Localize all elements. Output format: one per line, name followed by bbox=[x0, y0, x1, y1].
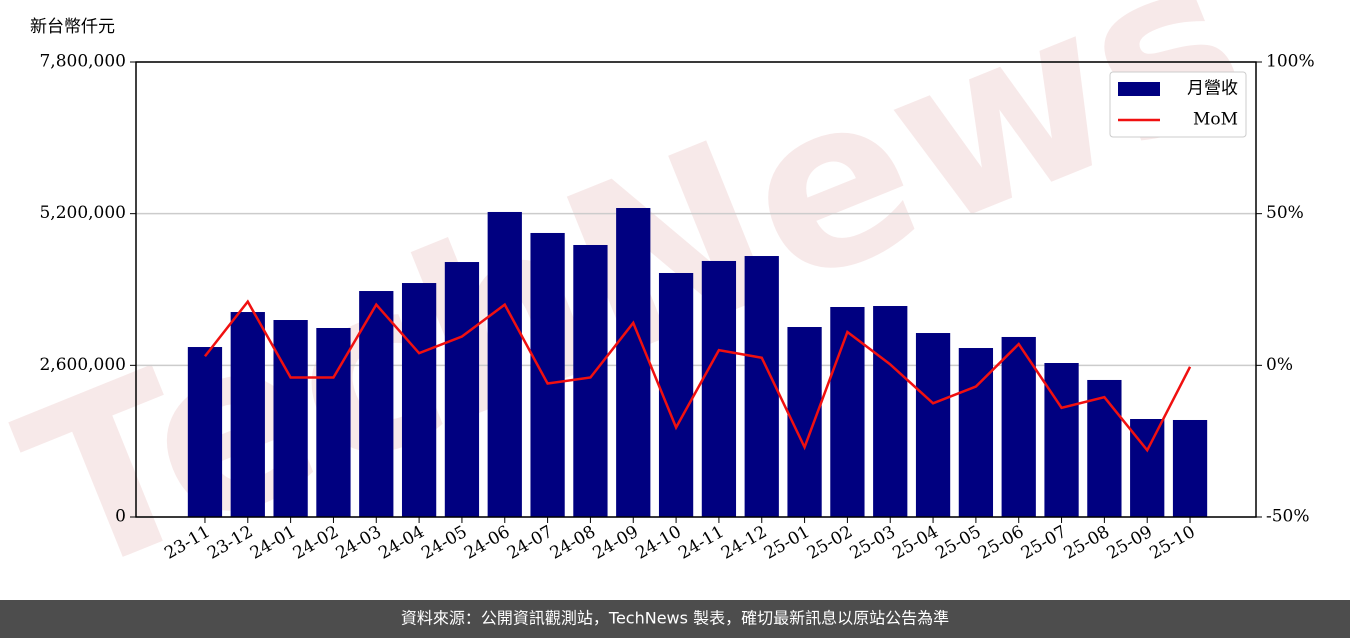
y-tick-label: 7,800,000 bbox=[39, 52, 126, 72]
x-tick-label: 25-08 bbox=[1061, 522, 1113, 564]
x-tick-label: 25-06 bbox=[975, 522, 1027, 564]
x-tick-label: 24-11 bbox=[675, 522, 727, 564]
x-tick-label: 25-04 bbox=[889, 522, 941, 564]
y2-tick-label: 100% bbox=[1266, 52, 1315, 72]
x-tick-label: 25-02 bbox=[804, 522, 856, 564]
x-tick-label: 24-05 bbox=[418, 522, 470, 564]
x-tick-label: 24-08 bbox=[547, 522, 599, 564]
x-tick-label: 24-10 bbox=[632, 522, 684, 564]
bar bbox=[273, 320, 308, 517]
bar bbox=[1172, 419, 1208, 517]
bar bbox=[616, 208, 651, 517]
bar bbox=[1087, 379, 1122, 517]
y2-tick-label: -50% bbox=[1266, 507, 1310, 527]
bar bbox=[530, 232, 565, 517]
y2-tick-label: 50% bbox=[1266, 203, 1304, 223]
y-axis-label: 新台幣仟元 bbox=[30, 17, 115, 37]
footer-text: 資料來源：公開資訊觀測站，TechNews 製表，確切最新訊息以原站公告為準 bbox=[401, 609, 949, 628]
y2-tick-label: 0% bbox=[1266, 355, 1293, 375]
x-tick-label: 24-07 bbox=[504, 522, 556, 564]
x-tick-label: 24-04 bbox=[375, 522, 427, 564]
bar bbox=[830, 307, 865, 517]
bar bbox=[1044, 363, 1079, 517]
plot-frame bbox=[135, 61, 1257, 518]
bar bbox=[658, 272, 694, 517]
bar bbox=[1001, 336, 1036, 517]
x-tick-label: 25-10 bbox=[1146, 522, 1198, 564]
bar bbox=[187, 347, 223, 517]
legend-label: 月營收 bbox=[1187, 79, 1238, 99]
y-tick-label: 2,600,000 bbox=[39, 355, 126, 375]
x-tick-label: 25-03 bbox=[847, 522, 899, 564]
x-tick-label: 25-05 bbox=[932, 522, 984, 564]
x-tick-label: 24-09 bbox=[590, 522, 642, 564]
bar bbox=[573, 244, 608, 517]
bar bbox=[401, 283, 437, 517]
x-tick-label: 25-09 bbox=[1104, 522, 1156, 564]
line bbox=[203, 299, 1192, 453]
bar bbox=[744, 256, 779, 517]
legend-swatch bbox=[1118, 82, 1160, 96]
y-tick-label: 5,200,000 bbox=[39, 203, 126, 223]
x-tick-label: 24-12 bbox=[718, 522, 770, 564]
bar bbox=[444, 262, 480, 517]
bar bbox=[487, 211, 522, 517]
legend-label: MoM bbox=[1193, 110, 1238, 130]
bar bbox=[230, 312, 265, 517]
bar bbox=[359, 291, 394, 517]
x-tick-label: 25-07 bbox=[1018, 522, 1070, 564]
footer-bar bbox=[0, 600, 1350, 638]
bar bbox=[701, 260, 737, 517]
x-tick-label: 24-06 bbox=[461, 522, 513, 564]
bar bbox=[873, 306, 908, 517]
bar bbox=[915, 333, 951, 517]
y-tick-label: 0 bbox=[115, 507, 126, 527]
x-tick-label: 25-01 bbox=[761, 522, 813, 564]
